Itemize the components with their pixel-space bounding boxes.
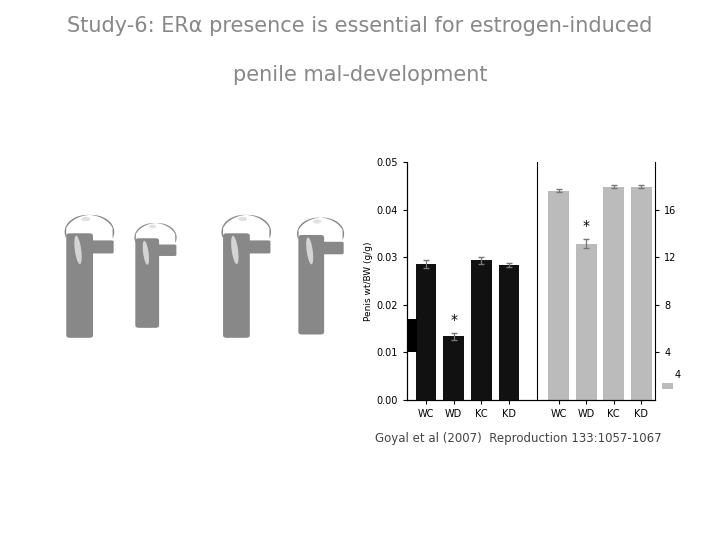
Ellipse shape — [306, 238, 313, 265]
Text: Goyal et al (2007)  Reproduction 133:1057-1067: Goyal et al (2007) Reproduction 133:1057… — [375, 432, 662, 445]
Ellipse shape — [81, 217, 90, 221]
Text: *: * — [582, 219, 590, 233]
Bar — [603, 187, 624, 400]
Polygon shape — [135, 223, 176, 243]
Bar — [576, 244, 597, 400]
Text: Study-6: ERα presence is essential for estrogen-induced: Study-6: ERα presence is essential for e… — [67, 16, 653, 36]
FancyBboxPatch shape — [223, 233, 250, 338]
FancyBboxPatch shape — [318, 242, 343, 254]
Bar — [444, 336, 464, 400]
FancyBboxPatch shape — [135, 238, 159, 328]
Polygon shape — [222, 215, 271, 239]
Text: penile mal-development: penile mal-development — [233, 65, 487, 85]
Y-axis label: Penis wt/BW (g/g): Penis wt/BW (g/g) — [364, 241, 374, 321]
Text: *: * — [450, 313, 457, 327]
Bar — [471, 260, 492, 400]
Bar — [415, 264, 436, 400]
Ellipse shape — [74, 235, 81, 264]
FancyBboxPatch shape — [298, 235, 324, 334]
Bar — [408, 319, 417, 352]
Text: 4: 4 — [675, 370, 681, 380]
FancyBboxPatch shape — [244, 240, 271, 253]
FancyBboxPatch shape — [66, 233, 93, 338]
Text: WT-DES: WT-DES — [124, 379, 168, 389]
Ellipse shape — [149, 225, 156, 228]
Text: WT-C: WT-C — [64, 379, 94, 389]
Text: KO-C: KO-C — [221, 379, 250, 389]
Bar — [498, 265, 519, 400]
Polygon shape — [65, 215, 114, 239]
Ellipse shape — [313, 219, 321, 224]
Ellipse shape — [238, 217, 247, 221]
Ellipse shape — [231, 235, 238, 264]
FancyBboxPatch shape — [153, 245, 176, 256]
Polygon shape — [297, 218, 344, 240]
Bar — [662, 383, 673, 389]
FancyBboxPatch shape — [87, 240, 114, 253]
Ellipse shape — [143, 241, 149, 265]
Bar — [631, 187, 652, 400]
Bar — [548, 191, 569, 400]
Text: KO-DES: KO-DES — [290, 379, 334, 389]
